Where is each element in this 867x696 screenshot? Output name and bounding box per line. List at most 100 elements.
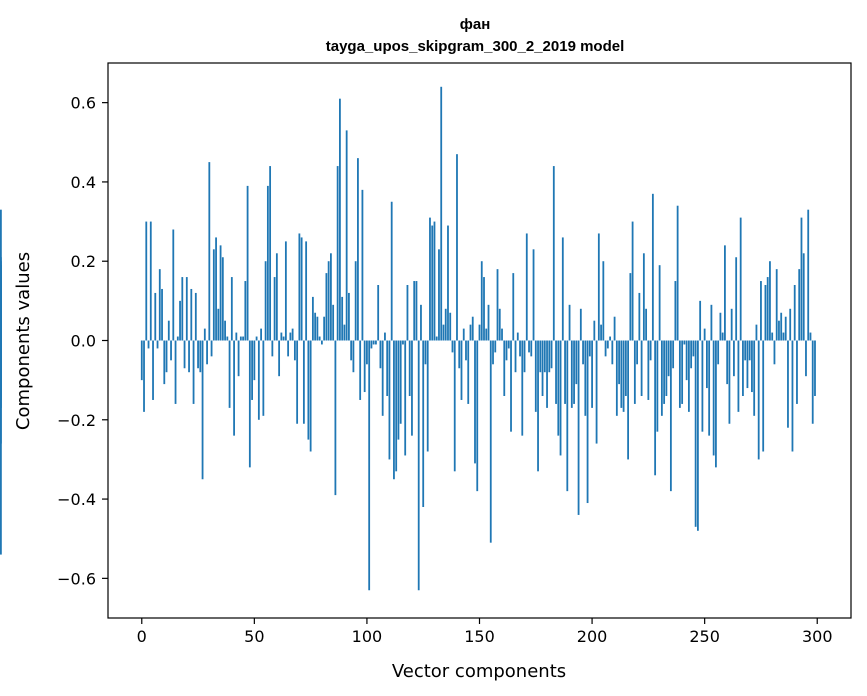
bar bbox=[377, 285, 380, 341]
bar bbox=[669, 340, 672, 492]
bar bbox=[654, 340, 657, 476]
bar bbox=[586, 340, 589, 504]
bar bbox=[212, 249, 215, 341]
bar bbox=[399, 340, 402, 424]
bar bbox=[242, 336, 244, 341]
bar bbox=[766, 277, 769, 341]
bar bbox=[555, 340, 557, 404]
bar bbox=[701, 340, 704, 432]
bar bbox=[176, 336, 179, 341]
bar bbox=[478, 324, 481, 341]
bar bbox=[465, 340, 467, 361]
bar bbox=[233, 340, 235, 436]
bar bbox=[719, 312, 722, 341]
bar bbox=[152, 340, 154, 400]
bar bbox=[505, 340, 508, 361]
bar bbox=[438, 249, 440, 341]
bar bbox=[582, 340, 584, 365]
bar bbox=[388, 340, 391, 460]
bar bbox=[697, 340, 699, 531]
bar bbox=[411, 340, 413, 436]
bar bbox=[435, 336, 438, 341]
bar bbox=[573, 340, 575, 404]
bar bbox=[350, 340, 353, 361]
bar bbox=[397, 340, 400, 440]
bar bbox=[413, 281, 416, 341]
bar bbox=[694, 340, 697, 527]
bar bbox=[172, 229, 175, 341]
bar bbox=[226, 336, 229, 341]
bar bbox=[370, 340, 373, 349]
bar bbox=[316, 316, 319, 341]
bar bbox=[163, 340, 166, 385]
bar bbox=[593, 320, 596, 341]
bar bbox=[165, 340, 168, 373]
bar bbox=[742, 340, 744, 396]
bar bbox=[512, 273, 515, 341]
bar bbox=[543, 340, 546, 373]
bar bbox=[597, 233, 600, 341]
bar bbox=[210, 340, 213, 357]
bar bbox=[595, 340, 598, 444]
bar bbox=[708, 340, 711, 436]
bar bbox=[606, 340, 609, 349]
bar bbox=[611, 340, 614, 365]
bar bbox=[523, 340, 526, 373]
bar bbox=[757, 340, 760, 460]
bar bbox=[575, 340, 578, 385]
bar bbox=[685, 340, 688, 381]
bar bbox=[532, 249, 535, 341]
bar bbox=[372, 340, 375, 345]
bar bbox=[262, 340, 265, 416]
bar bbox=[483, 277, 485, 341]
bar bbox=[320, 340, 323, 345]
bar bbox=[796, 340, 798, 404]
bar bbox=[197, 340, 199, 369]
bar bbox=[375, 340, 377, 345]
bar bbox=[253, 340, 256, 381]
bar bbox=[154, 292, 157, 341]
bar bbox=[221, 257, 224, 341]
bar bbox=[778, 320, 780, 341]
bar bbox=[417, 340, 420, 591]
bar bbox=[354, 261, 357, 341]
bar bbox=[393, 340, 395, 480]
bar bbox=[609, 336, 611, 341]
bar bbox=[469, 324, 472, 341]
bar bbox=[514, 340, 517, 373]
x-tick-label: 250 bbox=[689, 627, 720, 646]
bar bbox=[546, 340, 548, 408]
bar bbox=[717, 340, 720, 365]
bar bbox=[721, 332, 724, 341]
bar bbox=[404, 340, 407, 456]
bar bbox=[170, 340, 172, 361]
bar bbox=[476, 340, 479, 492]
x-tick-label: 150 bbox=[464, 627, 495, 646]
bar bbox=[307, 340, 310, 440]
x-axis: 0 50 100 150 200 250 300 bbox=[137, 618, 833, 646]
bar bbox=[381, 340, 384, 416]
bar bbox=[667, 340, 670, 377]
bar bbox=[674, 281, 677, 341]
y-tick-label: 0.6 bbox=[71, 94, 96, 113]
chart-subtitle: tayga_upos_skipgram_300_2_2019 model bbox=[326, 38, 625, 55]
bar bbox=[798, 269, 801, 341]
bar bbox=[602, 261, 605, 341]
bar bbox=[636, 340, 639, 365]
bar bbox=[239, 336, 242, 341]
x-tick-label: 0 bbox=[137, 627, 147, 646]
bar bbox=[420, 304, 422, 341]
bar bbox=[282, 336, 285, 341]
bar bbox=[291, 328, 294, 341]
bar bbox=[451, 340, 454, 353]
bar bbox=[521, 340, 524, 436]
bar bbox=[309, 340, 312, 452]
bar bbox=[539, 340, 542, 373]
bar bbox=[525, 233, 528, 341]
bar bbox=[0, 257, 2, 341]
bar bbox=[456, 154, 458, 341]
bar bbox=[298, 233, 301, 341]
bar bbox=[415, 281, 418, 341]
bar bbox=[323, 316, 326, 341]
bar bbox=[629, 273, 632, 341]
